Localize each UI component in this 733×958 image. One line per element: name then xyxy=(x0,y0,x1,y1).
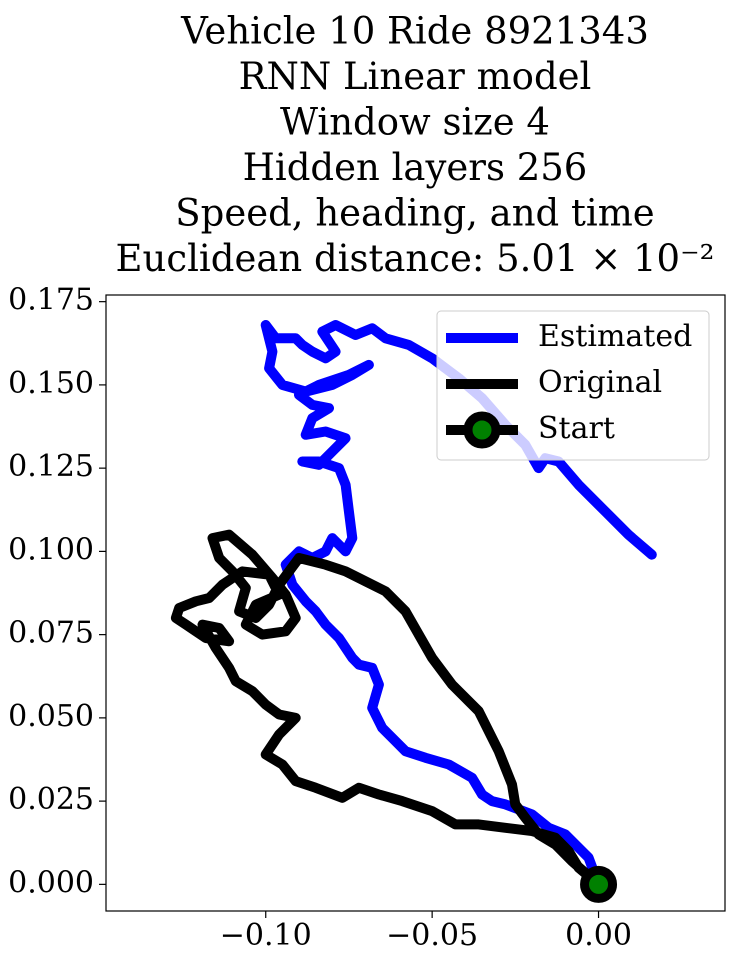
legend-box xyxy=(436,310,710,461)
title-line-1: Vehicle 10 Ride 8921343 xyxy=(180,10,649,53)
y-tick-label: 0.075 xyxy=(8,616,94,651)
start-markers xyxy=(580,865,618,903)
title-line-6: Euclidean distance: 5.01 × 10⁻² xyxy=(116,237,715,280)
start-marker xyxy=(580,865,618,903)
title-line-3: Window size 4 xyxy=(280,101,550,144)
legend: Estimated Original Start xyxy=(436,310,710,461)
y-tick-label: 0.025 xyxy=(8,782,94,817)
y-tick-label: 0.050 xyxy=(8,699,94,734)
x-tick-label: 0.00 xyxy=(565,918,632,953)
y-axis: 0.000 0.025 0.050 0.075 0.100 0.125 0.150 0.175 xyxy=(8,283,106,900)
x-tick-label: −0.05 xyxy=(386,918,478,953)
series-line-original xyxy=(170,529,604,890)
x-tick-label: −0.10 xyxy=(220,918,312,953)
legend-label-estimated: Estimated xyxy=(538,319,692,354)
y-tick-label: 0.100 xyxy=(8,532,94,567)
title-line-2: RNN Linear model xyxy=(239,55,592,98)
series-line-estimated xyxy=(260,320,657,890)
title-line-4: Hidden layers 256 xyxy=(243,146,588,189)
legend-marker-start xyxy=(463,411,501,449)
plot-area xyxy=(105,294,726,912)
y-tick-label: 0.000 xyxy=(8,865,94,900)
legend-label-start: Start xyxy=(538,411,615,446)
x-axis: −0.10 −0.05 0.00 xyxy=(220,911,632,953)
series-lines xyxy=(170,320,657,890)
y-tick-label: 0.150 xyxy=(8,366,94,401)
y-tick-label: 0.125 xyxy=(8,449,94,484)
legend-label-original: Original xyxy=(538,365,662,400)
title-line-5: Speed, heading, and time xyxy=(175,192,654,235)
y-tick-label: 0.175 xyxy=(8,283,94,318)
